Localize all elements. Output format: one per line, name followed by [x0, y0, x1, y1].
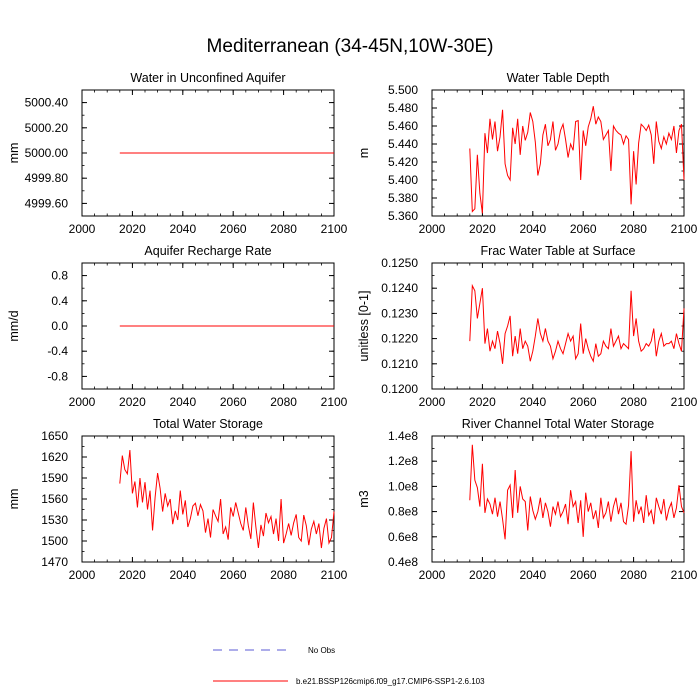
- panel-1-xtick-label: 2040: [169, 222, 196, 236]
- panel-5-xtick-label: 2040: [169, 568, 196, 582]
- panel-4-ytick-label: 0.1240: [381, 281, 418, 295]
- panel-5-xtick-label: 2000: [69, 568, 96, 582]
- panel-4-ytick-label: 0.1200: [381, 382, 418, 396]
- panel-4-ytick-label: 0.1210: [381, 357, 418, 371]
- panel-3-ylabel: mm/d: [7, 310, 21, 341]
- panel-3-xtick-label: 2080: [270, 395, 297, 409]
- panel-3-title: Aquifer Recharge Rate: [144, 244, 271, 258]
- panel-1-ylabel: mm: [7, 143, 21, 164]
- panel-2-ytick-label: 5.420: [388, 155, 418, 169]
- page-title: Mediterranean (34-45N,10W-30E): [206, 36, 494, 57]
- panel-5-ytick-label: 1500: [41, 534, 68, 548]
- panel-5-title: Total Water Storage: [153, 417, 263, 431]
- panel-4-ylabel: unitless [0-1]: [357, 291, 371, 362]
- panel-2-xtick-label: 2060: [570, 222, 597, 236]
- panel-5-ytick-label: 1620: [41, 450, 68, 464]
- panel-5-ylabel: mm: [7, 489, 21, 510]
- panel-1-xtick-label: 2100: [321, 222, 348, 236]
- panel-4-xtick-label: 2080: [620, 395, 647, 409]
- panel-2-xtick-label: 2080: [620, 222, 647, 236]
- panel-4-ytick-label: 0.1230: [381, 306, 418, 320]
- panel-3-xtick-label: 2000: [69, 395, 96, 409]
- panel-5-xtick-label: 2020: [119, 568, 146, 582]
- panel-6-ylabel: m3: [357, 490, 371, 507]
- panel-2-xtick-label: 2020: [469, 222, 496, 236]
- panel-1-ytick-label: 4999.80: [25, 171, 69, 185]
- panel-2-title: Water Table Depth: [507, 71, 610, 85]
- panel-3-xtick-label: 2060: [220, 395, 247, 409]
- panel-2-ytick-label: 5.360: [388, 209, 418, 223]
- panel-6-xtick-label: 2000: [419, 568, 446, 582]
- legend-label-no-obs: No Obs: [308, 646, 335, 655]
- panel-3-xtick-label: 2040: [169, 395, 196, 409]
- panel-6-ytick-label: 1.4e8: [388, 429, 418, 443]
- panel-2-ytick-label: 5.500: [388, 83, 418, 97]
- panel-5-ytick-label: 1590: [41, 471, 68, 485]
- panel-4-series-line: [469, 283, 685, 364]
- panel-2-ytick-label: 5.380: [388, 191, 418, 205]
- panel-2-ytick-label: 5.400: [388, 173, 418, 187]
- panel-5-xtick-label: 2060: [220, 568, 247, 582]
- panel-4-xtick-label: 2040: [519, 395, 546, 409]
- panel-4-xtick-label: 2100: [671, 395, 698, 409]
- panel-6-ytick-label: 1.2e8: [388, 454, 418, 468]
- panel-2-ytick-label: 5.480: [388, 101, 418, 115]
- panel-5-ytick-label: 1470: [41, 555, 68, 569]
- panel-4-xtick-label: 2060: [570, 395, 597, 409]
- panel-2-series-line: [469, 106, 685, 214]
- panel-4-xtick-label: 2020: [469, 395, 496, 409]
- panel-5-ytick-label: 1560: [41, 492, 68, 506]
- legend-label-model: b.e21.BSSP126cmip6.f09_g17.CMIP6-SSP1-2.…: [296, 677, 485, 686]
- panel-2-xtick-label: 2000: [419, 222, 446, 236]
- panel-6-xtick-label: 2020: [469, 568, 496, 582]
- panel-6-title: River Channel Total Water Storage: [462, 417, 655, 431]
- panel-6-ytick-label: 0.6e8: [388, 530, 418, 544]
- panel-3-ytick-label: 0.0: [51, 319, 68, 333]
- panel-6-xtick-label: 2080: [620, 568, 647, 582]
- panel-5-series-line: [119, 449, 335, 549]
- panel-1-ytick-label: 5000.40: [25, 96, 69, 110]
- panel-5-xtick-label: 2080: [270, 568, 297, 582]
- panel-6-xtick-label: 2100: [671, 568, 698, 582]
- panel-4-xtick-label: 2000: [419, 395, 446, 409]
- panel-5-ytick-label: 1530: [41, 513, 68, 527]
- panel-1-ytick-label: 5000.00: [25, 146, 69, 160]
- panel-4-ytick-label: 0.1250: [381, 256, 418, 270]
- panel-3-ytick-label: 0.8: [51, 269, 68, 283]
- panel-3-ytick-label: 0.4: [51, 294, 68, 308]
- panel-5-xtick-label: 2100: [321, 568, 348, 582]
- panel-4-ytick-label: 0.1220: [381, 332, 418, 346]
- panel-2-xtick-label: 2100: [671, 222, 698, 236]
- panel-3-ytick-label: -0.4: [47, 344, 68, 358]
- panel-1-ytick-label: 5000.20: [25, 121, 69, 135]
- panel-6-ytick-label: 0.4e8: [388, 555, 418, 569]
- panel-6-xtick-label: 2040: [519, 568, 546, 582]
- panel-1-xtick-label: 2060: [220, 222, 247, 236]
- panel-1-title: Water in Unconfined Aquifer: [130, 71, 285, 85]
- panel-1-xtick-label: 2020: [119, 222, 146, 236]
- panel-5-frame: [81, 435, 335, 563]
- panel-2-ylabel: m: [357, 148, 371, 158]
- panel-1-xtick-label: 2000: [69, 222, 96, 236]
- panel-2-xtick-label: 2040: [519, 222, 546, 236]
- panel-1-xtick-label: 2080: [270, 222, 297, 236]
- panel-3-xtick-label: 2100: [321, 395, 348, 409]
- panel-2-ytick-label: 5.460: [388, 119, 418, 133]
- panel-6-xtick-label: 2060: [570, 568, 597, 582]
- panel-2-ytick-label: 5.440: [388, 137, 418, 151]
- panel-5-ytick-label: 1650: [41, 429, 68, 443]
- panel-4-frame: [431, 262, 685, 390]
- panel-3-xtick-label: 2020: [119, 395, 146, 409]
- panel-6-ytick-label: 0.8e8: [388, 505, 418, 519]
- panel-1-ytick-label: 4999.60: [25, 196, 69, 210]
- panel-6-ytick-label: 1.0e8: [388, 479, 418, 493]
- panel-6-series-line: [469, 444, 685, 540]
- panel-3-ytick-label: -0.8: [47, 369, 68, 383]
- panel-4-title: Frac Water Table at Surface: [481, 244, 636, 258]
